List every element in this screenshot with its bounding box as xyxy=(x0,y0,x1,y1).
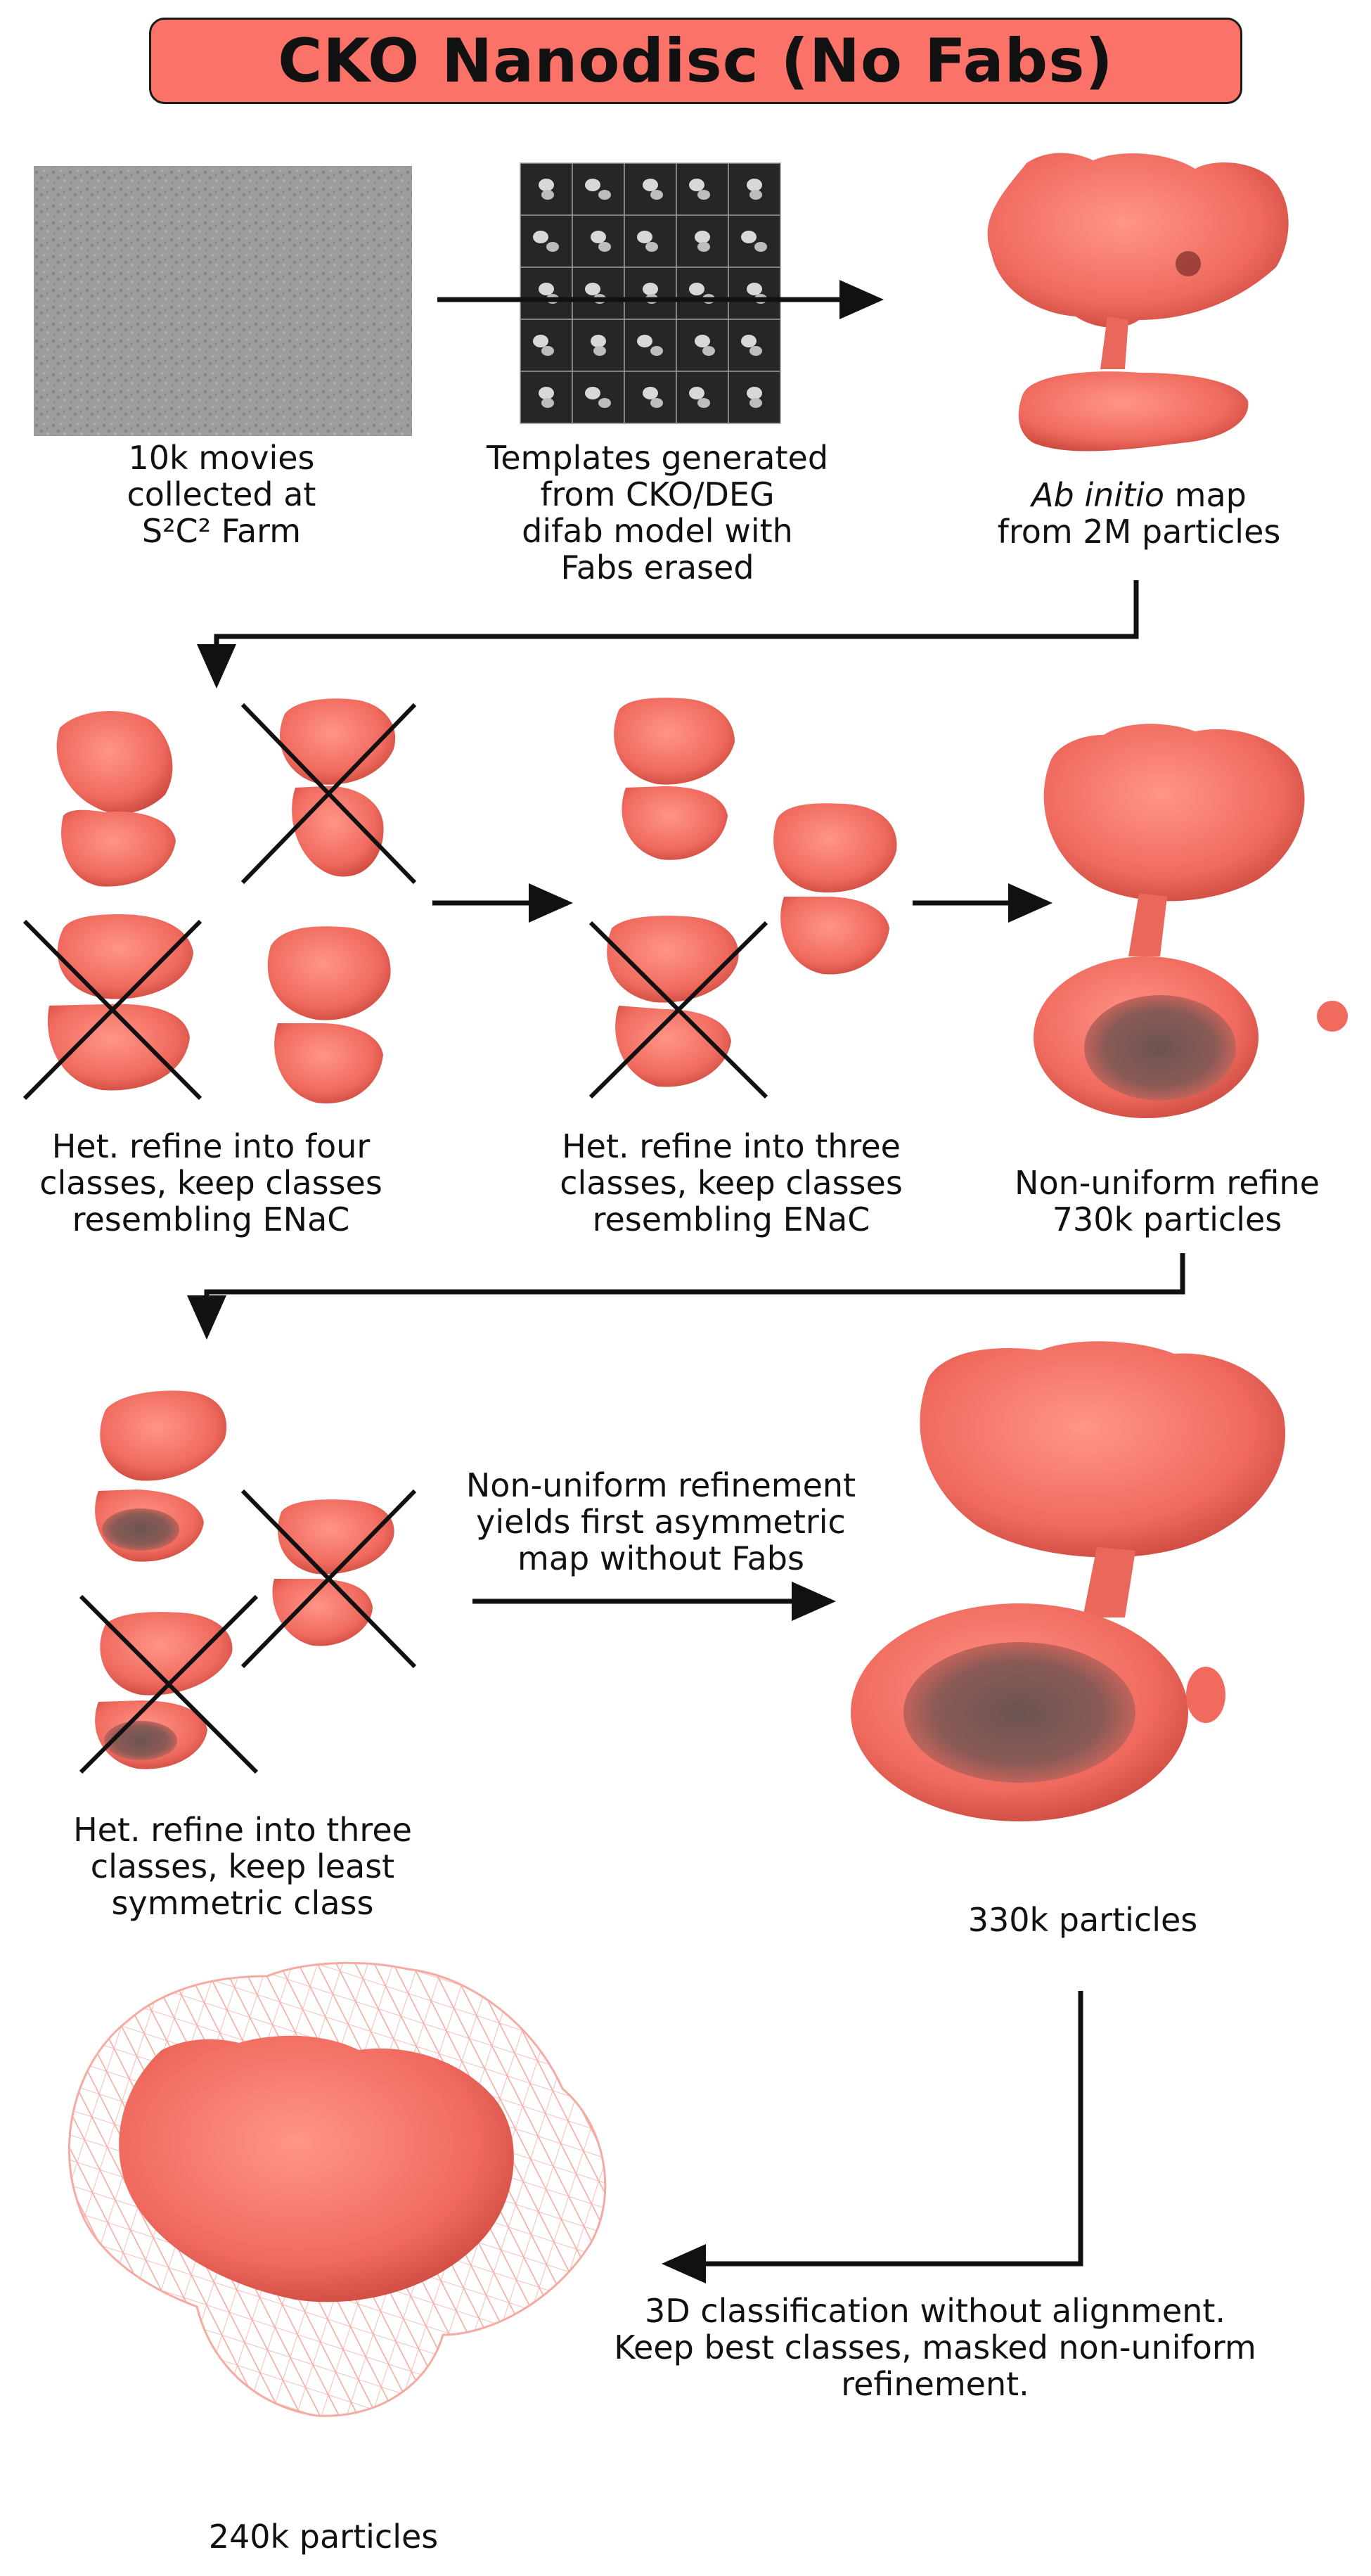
het-three-class-2 xyxy=(773,803,897,975)
arrow-330k-to-classification xyxy=(662,1991,1083,2283)
template-tile xyxy=(624,319,677,372)
label-nu-asym: Non-uniform refinement yields first asym… xyxy=(465,1466,856,1577)
reject-cross-het-four-2 xyxy=(240,703,417,885)
title-banner: CKO Nanodisc (No Fabs) xyxy=(149,18,1242,104)
template-tile xyxy=(676,162,729,216)
label-het-three-sym: Het. refine into three classes, keep lea… xyxy=(73,1811,412,1922)
label-330k-particles: 330k particles xyxy=(967,1901,1198,1939)
template-tile xyxy=(520,267,573,320)
template-tile xyxy=(728,267,781,320)
het-three-sym-class-1 xyxy=(95,1390,227,1562)
template-grid-image xyxy=(520,162,781,424)
reject-cross-het-four-3 xyxy=(22,919,202,1101)
page-title: CKO Nanodisc (No Fabs) xyxy=(278,25,1114,96)
template-tile xyxy=(572,267,625,320)
het-three-class-1 xyxy=(614,698,735,860)
template-tile xyxy=(676,214,729,268)
reject-cross-sym-2 xyxy=(240,1489,417,1669)
nu-refine-map xyxy=(1034,724,1348,1118)
label-het-three: Het. refine into three classes, keep cla… xyxy=(560,1127,903,1238)
het-four-class-4 xyxy=(267,926,391,1104)
template-tile xyxy=(572,319,625,372)
label-templates: Templates generated from CKO/DEG difab m… xyxy=(486,439,829,587)
het-four-class-3 xyxy=(47,914,193,1091)
template-tile xyxy=(624,214,677,268)
label-240k-particles: 240k particles xyxy=(208,2518,439,2556)
reject-cross-sym-3 xyxy=(79,1594,259,1774)
label-classification: 3D classification without alignment. Kee… xyxy=(614,2292,1256,2403)
template-tile xyxy=(520,371,573,424)
template-tile xyxy=(676,319,729,372)
template-tile xyxy=(728,162,781,216)
het-four-class-2 xyxy=(280,698,396,877)
template-tile xyxy=(520,319,573,372)
template-tile xyxy=(520,162,573,216)
template-tile xyxy=(520,214,573,268)
het-four-class-1 xyxy=(56,711,176,887)
arrow-abinitio-down-left xyxy=(197,580,1139,688)
het-three-sym-class-3 xyxy=(95,1612,233,1769)
reject-cross-het-three-3 xyxy=(588,921,768,1099)
template-tile xyxy=(624,371,677,424)
final-masked-map xyxy=(67,1961,607,2417)
asymmetric-map xyxy=(851,1341,1286,1821)
template-tile xyxy=(728,319,781,372)
template-tile xyxy=(572,371,625,424)
arrow-nu-refine-down-left xyxy=(187,1253,1185,1340)
template-tile xyxy=(676,267,729,320)
template-tile xyxy=(624,162,677,216)
label-movies: 10k movies collected at S²C² Farm xyxy=(127,439,316,550)
template-tile xyxy=(624,267,677,320)
label-nu-refine: Non-uniform refine 730k particles xyxy=(1015,1164,1320,1238)
ab-initio-density-map xyxy=(987,153,1289,451)
label-het-four: Het. refine into four classes, keep clas… xyxy=(39,1127,382,1238)
ab-initio-italic: Ab initio xyxy=(1031,476,1165,514)
label-ab-initio: Ab initio map from 2M particles xyxy=(997,476,1281,551)
template-tile xyxy=(572,214,625,268)
template-tile xyxy=(572,162,625,216)
template-tile xyxy=(728,214,781,268)
template-tile xyxy=(676,371,729,424)
template-tile xyxy=(728,371,781,424)
micrograph-image xyxy=(34,166,412,436)
